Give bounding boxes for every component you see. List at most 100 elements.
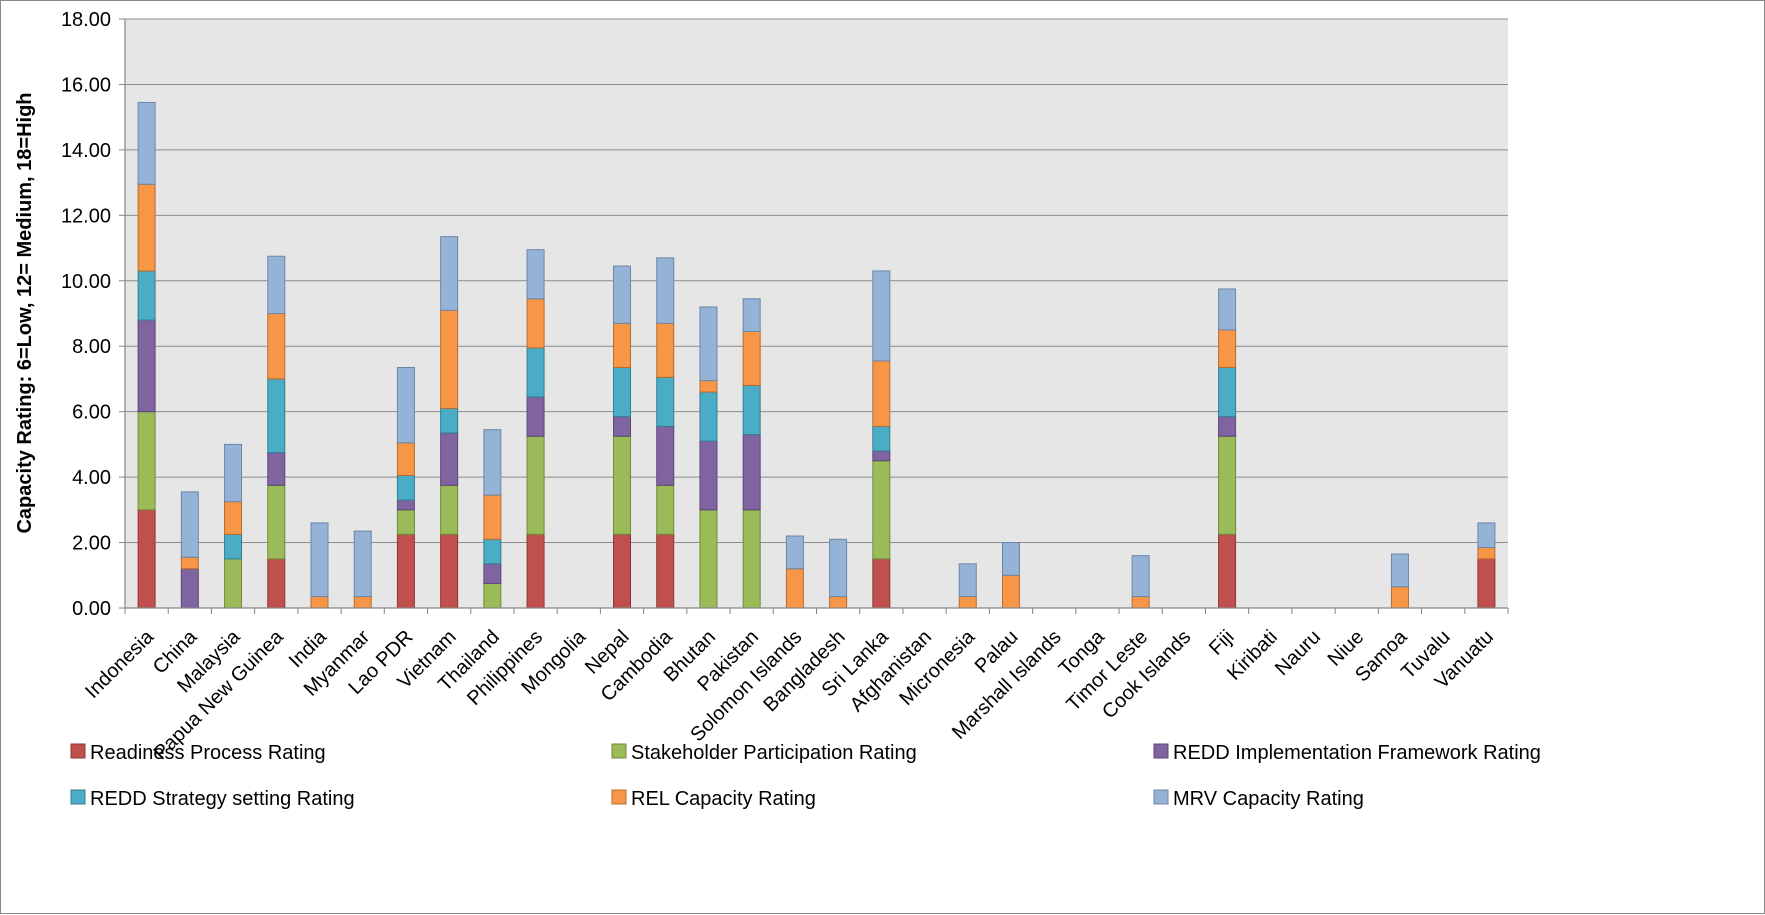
bar-segment-5-8 [483,494,502,540]
bar-segment-4-3 [267,378,286,454]
bar-segment-5-29 [1390,586,1409,609]
bar-segment-2-14 [742,509,761,609]
bar-segment-2-2 [224,558,243,609]
bar-segment-3-3 [267,452,286,486]
bar-segment-2-25 [1218,435,1237,535]
bar-segment-5-2 [224,501,243,535]
bar-segment-6-15 [785,535,804,570]
bar-segment-3-6 [396,499,415,511]
legend-label-6: MRV Capacity Rating [1173,788,1364,810]
bar-segment-5-23 [1131,596,1150,609]
bar-segment-4-13 [699,391,718,442]
bar-segment-2-8 [483,582,502,609]
bar-segment-2-3 [267,484,286,560]
bar-segment-6-11 [613,265,632,324]
y-tick-label: 2.00 [72,533,111,555]
bar-segment-5-6 [396,442,415,476]
bar-segment-6-16 [829,538,848,598]
bar-segment-1-11 [613,533,632,609]
bar-segment-5-5 [353,596,372,609]
bar-segment-2-9 [526,435,545,535]
x-tick-label: Fiji [1205,626,1239,660]
legend-swatch-5 [611,789,627,805]
bar-segment-5-9 [526,298,545,349]
bar-segment-5-13 [699,380,718,393]
bar-segment-4-14 [742,384,761,436]
bar-segment-6-14 [742,298,761,332]
y-tick-label: 0.00 [72,598,111,620]
bar-segment-6-19 [958,563,977,598]
bar-segment-4-6 [396,474,415,501]
bar-segment-6-6 [396,366,415,444]
bar-segment-4-8 [483,538,502,565]
x-tick-label: Nauru [1271,626,1325,680]
bar-segment-1-25 [1218,533,1237,609]
legend-label-1: Readiness Process Rating [90,742,326,764]
bar-segment-5-17 [872,360,891,427]
bar-segment-3-8 [483,563,502,584]
y-tick-label: 6.00 [72,402,111,424]
legend: Readiness Process Rating Stakeholder Part… [70,742,1541,810]
bar-segment-6-7 [440,236,459,311]
bar-segment-4-25 [1218,366,1237,418]
bar-segment-6-31 [1477,522,1496,548]
y-tick-label: 16.00 [61,74,111,96]
bar-segment-6-12 [656,257,675,324]
bar-segment-6-5 [353,530,372,598]
bar-segment-2-13 [699,509,718,609]
bar-segment-6-0 [137,101,156,185]
legend-label-4: REDD Strategy setting Rating [90,788,355,810]
y-tick-label: 18.00 [61,9,111,31]
bar-segment-6-3 [267,255,286,315]
bar-segment-6-29 [1390,553,1409,588]
legend-swatch-1 [70,743,86,759]
bar-segment-3-7 [440,432,459,486]
bar-segment-2-6 [396,509,415,535]
bar-segment-5-1 [180,556,199,570]
bar-segment-6-9 [526,249,545,300]
legend-swatch-6 [1153,789,1169,805]
bar-segment-5-14 [742,330,761,386]
legend-swatch-3 [1153,743,1169,759]
bar-segment-1-9 [526,533,545,609]
x-tick-label: Indonesia [81,625,159,703]
bar-segment-1-0 [137,509,156,609]
bar-segment-6-2 [224,443,243,503]
bar-segment-5-15 [785,568,804,609]
bar-segment-3-25 [1218,416,1237,437]
bar-segment-3-14 [742,434,761,511]
bar-segment-5-0 [137,183,156,272]
bar-segment-1-3 [267,558,286,609]
bar-segment-4-0 [137,270,156,321]
bar-segment-5-3 [267,313,286,380]
bar-segment-5-4 [310,596,329,609]
bar-segment-4-11 [613,366,632,418]
bar-segment-6-25 [1218,288,1237,331]
bar-segment-6-20 [1001,542,1020,576]
bar-segment-4-17 [872,425,891,452]
y-axis-label: Capacity Rating: 6=Low, 12= Medium, 18=H… [14,92,36,533]
bar-segment-6-13 [699,306,718,382]
bar-segment-6-1 [180,491,199,558]
y-tick-labels: 0.00 2.00 4.00 6.00 8.00 10.00 12.00 14.00 16.00… [61,9,111,620]
bar-segment-3-13 [699,440,718,511]
bar-segment-3-0 [137,319,156,413]
legend-label-5: REL Capacity Rating [631,788,816,810]
bar-segment-2-12 [656,484,675,535]
bar-segment-6-4 [310,522,329,598]
bar-segment-6-23 [1131,555,1150,598]
plot-area [125,19,1508,608]
bar-segment-1-31 [1477,558,1496,609]
bar-segment-4-12 [656,376,675,427]
bar-segment-1-12 [656,533,675,609]
bar-segment-2-17 [872,460,891,560]
bar-segment-5-12 [656,322,675,378]
y-tick-label: 4.00 [72,467,111,489]
bar-segment-5-16 [829,596,848,609]
bar-segment-3-9 [526,396,545,437]
bar-segment-6-17 [872,270,891,362]
bar-segment-5-19 [958,596,977,609]
bar-segment-2-0 [137,411,156,511]
y-tick-label: 10.00 [61,271,111,293]
